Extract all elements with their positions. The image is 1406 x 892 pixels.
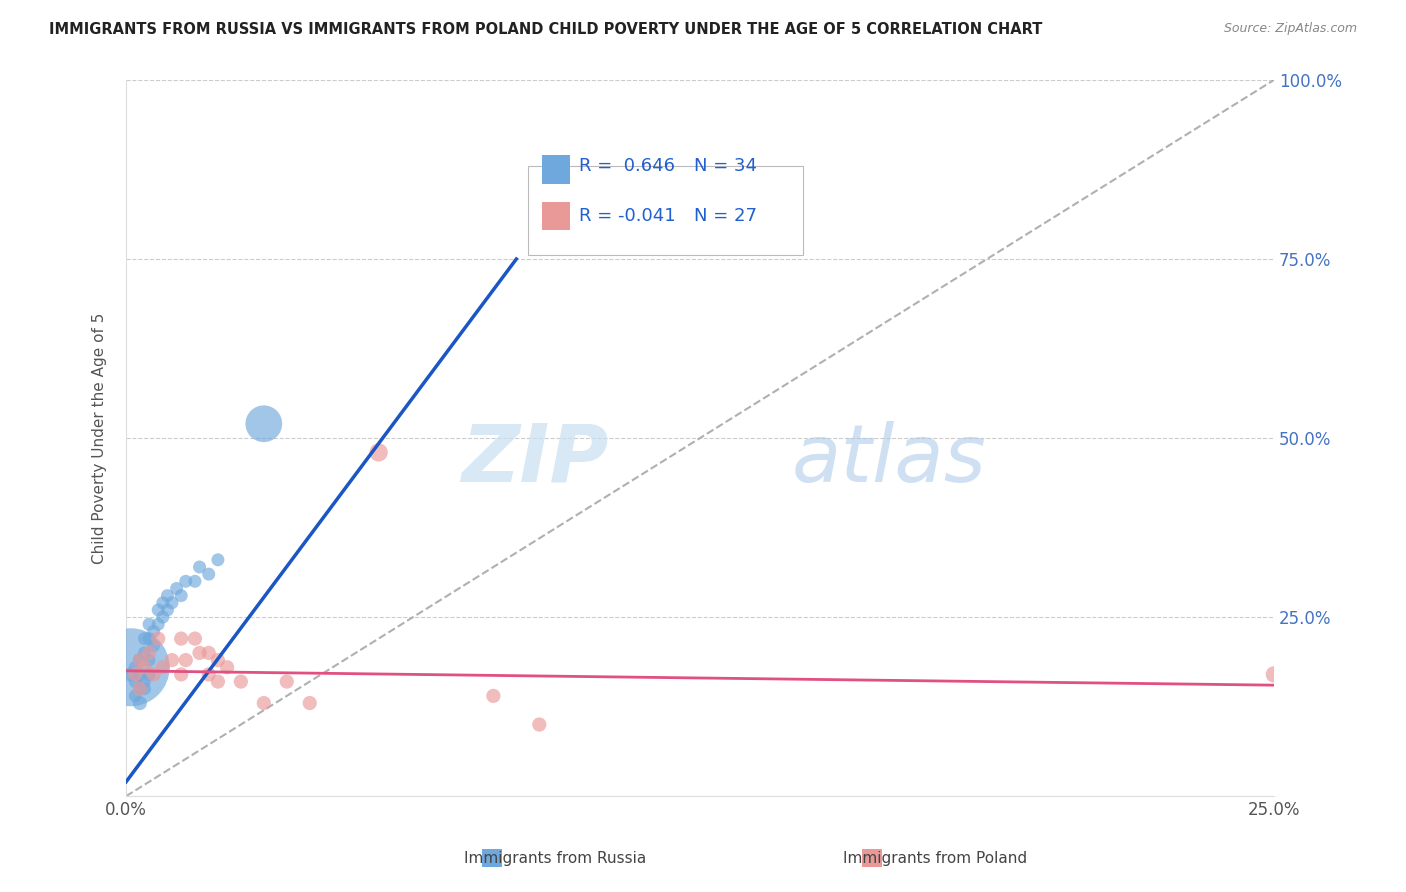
Point: [152, 660, 174, 674]
Point: [134, 646, 156, 660]
Point: [138, 617, 160, 632]
FancyBboxPatch shape: [541, 155, 571, 184]
Point: [142, 624, 165, 639]
Point: [124, 689, 146, 703]
Point: [197, 567, 219, 582]
Text: R = -0.041: R = -0.041: [579, 207, 676, 225]
Point: [160, 653, 183, 667]
Point: [124, 660, 146, 674]
Point: [184, 574, 207, 589]
Point: [134, 632, 156, 646]
Point: [128, 681, 150, 696]
Text: Immigrants from Russia: Immigrants from Russia: [464, 851, 647, 865]
Point: [148, 632, 170, 646]
Point: [138, 667, 160, 681]
Point: [156, 603, 179, 617]
Point: [170, 632, 193, 646]
Point: [128, 667, 150, 681]
Point: [217, 660, 239, 674]
Text: Immigrants from Poland: Immigrants from Poland: [844, 851, 1026, 865]
Point: [148, 603, 170, 617]
Point: [197, 646, 219, 660]
Point: [298, 696, 321, 710]
Point: [367, 445, 389, 459]
Point: [142, 667, 165, 681]
Point: [207, 553, 229, 567]
Point: [170, 667, 193, 681]
Point: [207, 653, 229, 667]
Point: [170, 589, 193, 603]
Point: [152, 610, 174, 624]
Point: [276, 674, 298, 689]
Point: [138, 646, 160, 660]
Point: [134, 681, 156, 696]
Point: [188, 560, 211, 574]
Point: [174, 574, 197, 589]
Point: [128, 653, 150, 667]
Point: [128, 696, 150, 710]
Text: IMMIGRANTS FROM RUSSIA VS IMMIGRANTS FROM POLAND CHILD POVERTY UNDER THE AGE OF : IMMIGRANTS FROM RUSSIA VS IMMIGRANTS FRO…: [49, 22, 1043, 37]
Point: [134, 674, 156, 689]
Point: [152, 596, 174, 610]
Point: [188, 646, 211, 660]
Point: [138, 632, 160, 646]
Point: [128, 681, 150, 696]
Point: [253, 417, 276, 431]
Text: atlas: atlas: [792, 420, 987, 499]
Point: [156, 589, 179, 603]
Point: [120, 667, 142, 681]
FancyBboxPatch shape: [541, 202, 571, 230]
FancyBboxPatch shape: [527, 166, 803, 255]
Y-axis label: Child Poverty Under the Age of 5: Child Poverty Under the Age of 5: [93, 312, 107, 564]
Text: N = 34: N = 34: [695, 157, 758, 175]
Point: [197, 667, 219, 681]
Point: [166, 582, 188, 596]
Point: [184, 632, 207, 646]
Text: ZIP: ZIP: [461, 420, 609, 499]
Point: [1263, 667, 1285, 681]
Point: [138, 653, 160, 667]
Point: [128, 653, 150, 667]
Text: Source: ZipAtlas.com: Source: ZipAtlas.com: [1223, 22, 1357, 36]
Point: [124, 667, 146, 681]
Point: [207, 674, 229, 689]
Point: [148, 617, 170, 632]
Point: [174, 653, 197, 667]
Point: [482, 689, 505, 703]
Point: [253, 696, 276, 710]
Text: R =  0.646: R = 0.646: [579, 157, 675, 175]
Point: [120, 660, 142, 674]
Point: [160, 596, 183, 610]
Point: [229, 674, 252, 689]
Point: [529, 717, 551, 731]
Point: [124, 674, 146, 689]
Point: [134, 660, 156, 674]
Text: N = 27: N = 27: [695, 207, 758, 225]
Point: [142, 639, 165, 653]
